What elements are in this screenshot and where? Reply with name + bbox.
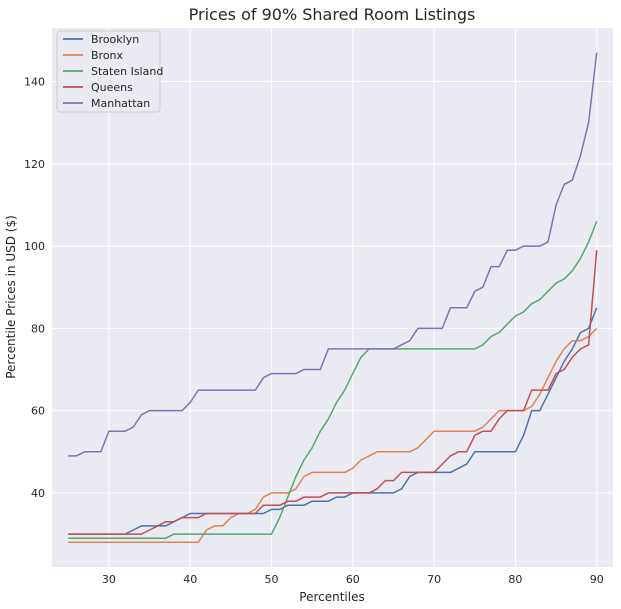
legend-label-brooklyn: Brooklyn bbox=[91, 33, 139, 46]
y-tick-labels: 40 60 80 100 120 140 bbox=[24, 75, 45, 499]
legend: Brooklyn Bronx Staten Island Queens Manhatta… bbox=[56, 30, 163, 113]
x-tick-label: 50 bbox=[265, 573, 279, 586]
legend-label-manhattan: Manhattan bbox=[91, 97, 150, 110]
legend-label-queens: Queens bbox=[91, 81, 133, 94]
y-tick-label: 60 bbox=[31, 405, 45, 418]
chart-title: Prices of 90% Shared Room Listings bbox=[189, 5, 476, 24]
series-line-staten-island bbox=[68, 221, 598, 539]
series-lines bbox=[68, 52, 598, 544]
series-line-manhattan bbox=[68, 52, 598, 457]
x-tick-label: 60 bbox=[346, 573, 360, 586]
x-tick-label: 70 bbox=[427, 573, 441, 586]
x-axis-label: Percentiles bbox=[299, 590, 364, 604]
legend-label-staten-island: Staten Island bbox=[91, 65, 163, 78]
x-tick-labels: 30 40 50 60 70 80 90 bbox=[102, 573, 604, 586]
y-tick-label: 80 bbox=[31, 322, 45, 335]
x-tick-label: 90 bbox=[590, 573, 604, 586]
legend-box bbox=[56, 30, 161, 113]
legend-label-bronx: Bronx bbox=[91, 49, 124, 62]
x-tick-label: 30 bbox=[102, 573, 116, 586]
grid-lines bbox=[52, 28, 613, 567]
series-line-queens bbox=[68, 250, 598, 535]
x-tick-label: 40 bbox=[183, 573, 197, 586]
x-tick-label: 80 bbox=[508, 573, 522, 586]
plot-background bbox=[52, 28, 613, 567]
y-tick-label: 40 bbox=[31, 487, 45, 500]
y-axis-label: Percentile Prices in USD ($) bbox=[4, 215, 18, 379]
y-tick-label: 100 bbox=[24, 240, 45, 253]
y-tick-label: 120 bbox=[24, 158, 45, 171]
y-tick-label: 140 bbox=[24, 75, 45, 88]
